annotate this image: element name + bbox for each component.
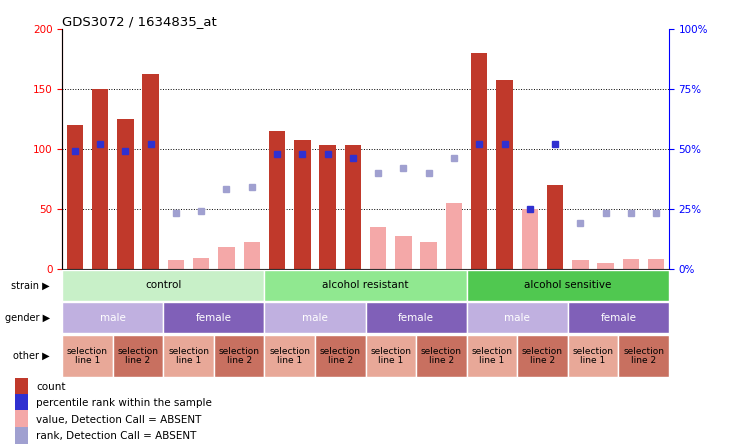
Text: control: control bbox=[145, 281, 181, 290]
Bar bbox=[572, 260, 588, 269]
Text: GDS3072 / 1634835_at: GDS3072 / 1634835_at bbox=[62, 15, 217, 28]
Text: selection
line 1: selection line 1 bbox=[471, 346, 512, 365]
Text: male: male bbox=[99, 313, 126, 323]
Bar bbox=[265, 302, 366, 333]
Bar bbox=[623, 259, 639, 269]
Bar bbox=[547, 185, 564, 269]
Bar bbox=[597, 263, 614, 269]
Bar bbox=[471, 53, 488, 269]
Bar bbox=[420, 242, 437, 269]
Bar bbox=[370, 227, 387, 269]
Text: strain ▶: strain ▶ bbox=[12, 281, 50, 290]
Text: selection
line 2: selection line 2 bbox=[421, 346, 462, 365]
Text: alcohol resistant: alcohol resistant bbox=[322, 281, 409, 290]
Bar bbox=[15, 411, 28, 429]
Bar bbox=[466, 302, 568, 333]
Text: value, Detection Call = ABSENT: value, Detection Call = ABSENT bbox=[37, 415, 202, 425]
Bar bbox=[366, 335, 416, 377]
Bar bbox=[568, 335, 618, 377]
Text: alcohol sensitive: alcohol sensitive bbox=[524, 281, 611, 290]
Bar bbox=[344, 145, 361, 269]
Bar bbox=[62, 302, 163, 333]
Bar bbox=[466, 335, 518, 377]
Bar bbox=[67, 125, 83, 269]
Bar bbox=[315, 335, 366, 377]
Text: selection
line 2: selection line 2 bbox=[219, 346, 260, 365]
Bar bbox=[163, 335, 213, 377]
Bar bbox=[568, 302, 669, 333]
Bar bbox=[219, 247, 235, 269]
Text: percentile rank within the sample: percentile rank within the sample bbox=[37, 398, 212, 408]
Text: female: female bbox=[196, 313, 232, 323]
Bar bbox=[193, 258, 209, 269]
Bar bbox=[167, 260, 184, 269]
Bar bbox=[265, 270, 466, 301]
Bar bbox=[163, 302, 265, 333]
Text: other ▶: other ▶ bbox=[13, 351, 50, 361]
Bar bbox=[294, 140, 311, 269]
Bar bbox=[446, 202, 462, 269]
Bar bbox=[269, 131, 285, 269]
Bar bbox=[113, 335, 163, 377]
Bar bbox=[416, 335, 466, 377]
Bar bbox=[496, 80, 512, 269]
Text: selection
line 1: selection line 1 bbox=[168, 346, 209, 365]
Bar bbox=[618, 335, 669, 377]
Text: selection
line 2: selection line 2 bbox=[522, 346, 563, 365]
Bar bbox=[213, 335, 265, 377]
Text: selection
line 2: selection line 2 bbox=[623, 346, 664, 365]
Bar bbox=[319, 145, 336, 269]
Bar bbox=[15, 394, 28, 412]
Bar bbox=[143, 75, 159, 269]
Bar bbox=[92, 89, 108, 269]
Text: selection
line 1: selection line 1 bbox=[269, 346, 310, 365]
Bar bbox=[15, 378, 28, 396]
Bar bbox=[62, 270, 265, 301]
Bar bbox=[117, 119, 134, 269]
Text: male: male bbox=[504, 313, 530, 323]
Text: male: male bbox=[302, 313, 328, 323]
Text: female: female bbox=[600, 313, 636, 323]
Text: count: count bbox=[37, 382, 66, 392]
Text: selection
line 1: selection line 1 bbox=[371, 346, 412, 365]
Text: selection
line 2: selection line 2 bbox=[118, 346, 159, 365]
Text: female: female bbox=[398, 313, 434, 323]
Bar bbox=[366, 302, 466, 333]
Text: rank, Detection Call = ABSENT: rank, Detection Call = ABSENT bbox=[37, 431, 197, 441]
Bar bbox=[466, 270, 669, 301]
Text: selection
line 1: selection line 1 bbox=[67, 346, 108, 365]
Text: selection
line 2: selection line 2 bbox=[319, 346, 360, 365]
Bar bbox=[243, 242, 260, 269]
Bar bbox=[522, 209, 538, 269]
Bar bbox=[518, 335, 568, 377]
Bar bbox=[62, 335, 113, 377]
Bar bbox=[265, 335, 315, 377]
Text: selection
line 1: selection line 1 bbox=[572, 346, 613, 365]
Bar bbox=[395, 236, 412, 269]
Bar bbox=[15, 427, 28, 444]
Bar bbox=[648, 259, 664, 269]
Text: gender ▶: gender ▶ bbox=[5, 313, 50, 323]
